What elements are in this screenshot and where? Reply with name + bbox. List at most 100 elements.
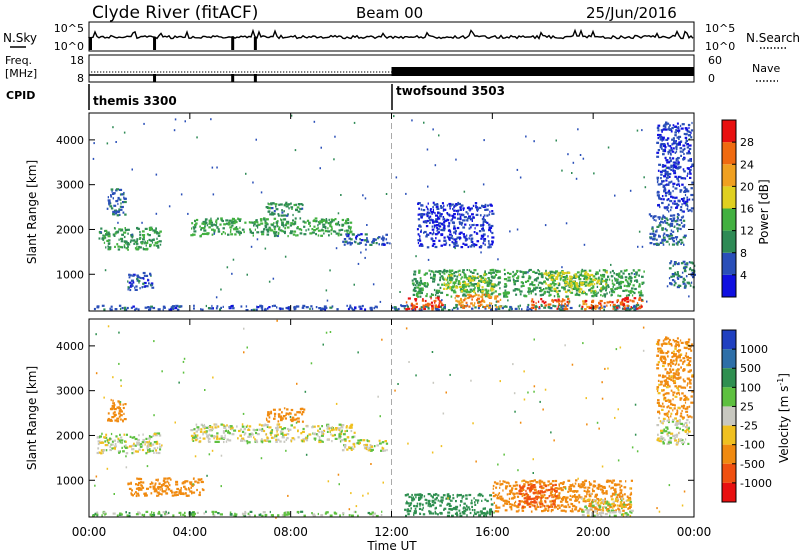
heatmap-cell — [497, 506, 501, 509]
heatmap-cell — [435, 496, 438, 500]
heatmap-cell — [344, 229, 346, 233]
heatmap-cell — [434, 304, 437, 307]
heatmap-cell — [311, 426, 314, 429]
heatmap-cell — [658, 234, 660, 237]
heatmap-cell — [476, 272, 479, 275]
heatmap-cell — [474, 286, 476, 289]
heatmap-cell — [451, 203, 454, 206]
heatmap-cell — [485, 304, 489, 307]
heatmap-cell — [491, 275, 494, 278]
heatmap-cell — [508, 484, 512, 488]
heatmap-cell — [217, 228, 220, 231]
heatmap-cell — [571, 288, 573, 291]
heatmap-cell — [674, 220, 678, 223]
heatmap-cell — [162, 482, 165, 485]
heatmap-cell — [667, 207, 669, 210]
heatmap-cell — [354, 241, 357, 244]
heatmap-cell — [495, 486, 498, 489]
heatmap-cell — [526, 306, 529, 309]
heatmap-cell — [235, 227, 239, 231]
heatmap-cell — [398, 307, 400, 311]
heatmap-cell — [595, 294, 598, 297]
heatmap-cell — [239, 226, 241, 229]
heatmap-cell — [297, 436, 300, 439]
heatmap-cell — [566, 282, 570, 285]
heatmap-cell — [163, 477, 167, 480]
heatmap-cell — [534, 293, 537, 296]
heatmap-cell — [569, 498, 572, 501]
heatmap-cell — [321, 228, 323, 231]
heatmap-cell — [478, 304, 481, 307]
heatmap-cell — [470, 234, 473, 237]
heatmap-cell — [416, 228, 419, 231]
heatmap-cell — [537, 490, 540, 493]
heatmap-cell — [147, 279, 150, 282]
heatmap-cell — [494, 510, 497, 513]
heatmap-cell — [619, 497, 622, 500]
heatmap-cell — [630, 479, 633, 482]
heatmap-cell — [670, 149, 673, 152]
heatmap-cell — [572, 490, 575, 493]
heatmap-cell — [679, 150, 682, 153]
heatmap-cell — [672, 168, 674, 171]
heatmap-cell — [128, 276, 131, 279]
heatmap-cell — [509, 230, 511, 233]
heatmap-cell — [253, 223, 256, 226]
heatmap-cell — [668, 175, 671, 178]
heatmap-cell — [419, 495, 422, 498]
heatmap-cell — [420, 281, 422, 284]
heatmap-cell — [285, 412, 289, 415]
heatmap-cell — [403, 307, 406, 310]
heatmap-cell — [106, 207, 109, 210]
heatmap-cell — [216, 166, 218, 169]
heatmap-cell — [498, 293, 502, 296]
heatmap-cell — [455, 505, 459, 508]
heatmap-cell — [550, 486, 553, 489]
heatmap-cell — [448, 504, 452, 508]
heatmap-cell — [572, 505, 574, 508]
heatmap-cell — [421, 299, 425, 302]
heatmap-cell — [108, 201, 111, 204]
heatmap-cell — [506, 279, 508, 282]
heatmap-cell — [670, 206, 673, 209]
heatmap-cell — [439, 286, 442, 289]
heatmap-cell — [556, 504, 560, 507]
heatmap-cell — [656, 176, 660, 179]
heatmap-cell — [443, 239, 447, 242]
heatmap-cell — [426, 211, 429, 214]
heatmap-cell — [671, 150, 675, 153]
heatmap-cell — [280, 307, 284, 310]
heatmap-cell — [243, 428, 246, 431]
heatmap-cell — [437, 308, 440, 311]
heatmap-cell — [471, 307, 474, 310]
heatmap-cell — [428, 269, 431, 272]
heatmap-cell — [447, 275, 450, 278]
heatmap-cell — [165, 492, 168, 495]
heatmap-cell — [122, 403, 124, 406]
heatmap-cell — [554, 499, 556, 502]
heatmap-cell — [419, 504, 421, 507]
heatmap-cell — [442, 278, 445, 281]
heatmap-cell — [468, 291, 471, 294]
heatmap-cell — [127, 232, 129, 235]
heatmap-cell — [444, 219, 448, 222]
heatmap-cell — [610, 495, 613, 498]
heatmap-cell — [676, 156, 680, 160]
heatmap-cell — [558, 272, 561, 275]
heatmap-cell — [638, 230, 641, 233]
heatmap-cell — [681, 225, 684, 228]
heatmap-cell — [482, 216, 485, 219]
heatmap-cell — [669, 234, 674, 237]
heatmap-cell — [249, 230, 252, 233]
heatmap-cell — [680, 154, 682, 157]
heatmap-cell — [315, 220, 318, 223]
heatmap-cell — [469, 511, 472, 515]
heatmap-cell — [324, 230, 328, 233]
heatmap-cell — [450, 219, 452, 222]
heatmap-cell — [350, 448, 353, 451]
heatmap-cell — [672, 185, 675, 188]
heatmap-cell — [202, 227, 206, 230]
heatmap-cell — [657, 124, 661, 127]
heatmap-cell — [492, 276, 496, 279]
heatmap-cell — [124, 228, 128, 231]
